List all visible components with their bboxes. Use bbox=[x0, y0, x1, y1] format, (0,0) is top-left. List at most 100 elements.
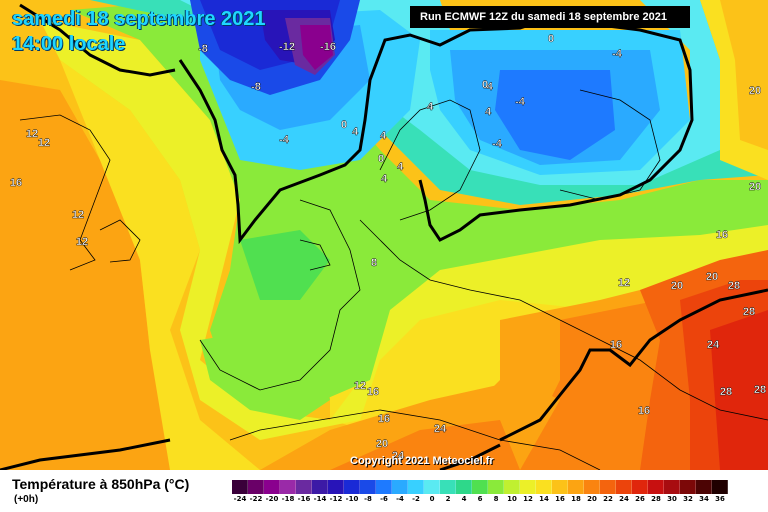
scale-label: 24 bbox=[619, 495, 629, 503]
isotherm-label: -16 bbox=[320, 41, 336, 53]
isotherm-label: 0 bbox=[548, 33, 554, 45]
scale-label: 0 bbox=[429, 495, 435, 503]
scale-swatch: 28 bbox=[648, 480, 664, 503]
temperature-fields bbox=[0, 0, 768, 470]
scale-swatch: -24 bbox=[232, 480, 248, 503]
scale-swatch: -12 bbox=[328, 480, 344, 503]
scale-label: 34 bbox=[699, 495, 709, 503]
isotherm-label: 16 bbox=[10, 177, 22, 189]
isotherm-label: 4 bbox=[381, 173, 388, 185]
scale-label: 32 bbox=[683, 495, 693, 503]
isotherm-label: 8 bbox=[371, 257, 377, 269]
isotherm-label: -4 bbox=[492, 138, 503, 150]
copyright-text: Copyright 2021 Meteociel.fr bbox=[350, 455, 494, 467]
run-info-banner: Run ECMWF 12Z du samedi 18 septembre 202… bbox=[410, 6, 690, 28]
scale-swatch: -8 bbox=[360, 480, 376, 503]
isotherm-label: 12 bbox=[72, 209, 84, 221]
scale-label: 8 bbox=[493, 495, 499, 503]
isotherm-label: 28 bbox=[754, 384, 766, 396]
scale-label: -20 bbox=[265, 495, 279, 503]
scale-label: -6 bbox=[380, 495, 388, 503]
scale-swatch: 22 bbox=[600, 480, 616, 503]
scale-swatch: 36 bbox=[712, 480, 728, 503]
isotherm-label: 20 bbox=[706, 271, 718, 283]
scale-swatch: 8 bbox=[488, 480, 504, 503]
legend-title: Température à 850hPa (°C) bbox=[12, 476, 190, 492]
scale-label: -2 bbox=[412, 495, 420, 503]
scale-label: -8 bbox=[364, 495, 372, 503]
map-time-title: 14:00 locale bbox=[12, 33, 126, 55]
scale-label: -18 bbox=[281, 495, 295, 503]
isotherm-label: 24 bbox=[434, 423, 447, 435]
isotherm-labels: -8 -12 -16-80-412121612124440440-4-440-4-4… bbox=[10, 33, 767, 462]
isotherm-label: 0 bbox=[341, 119, 347, 131]
scale-swatch: -14 bbox=[312, 480, 328, 503]
scale-label: -22 bbox=[249, 495, 263, 503]
scale-swatch: -20 bbox=[264, 480, 280, 503]
isotherm-label: 16 bbox=[610, 339, 622, 351]
isotherm-label: 12 bbox=[26, 128, 38, 140]
isotherm-label: 28 bbox=[720, 386, 732, 398]
isotherm-label: 12 bbox=[38, 137, 50, 149]
scale-swatch: -18 bbox=[280, 480, 296, 503]
scale-label: 20 bbox=[587, 495, 597, 503]
isotherm-label: 28 bbox=[728, 280, 740, 292]
isotherm-label: -8 bbox=[198, 43, 208, 55]
isotherm-label: 24 bbox=[392, 450, 405, 462]
isotherm-label: 24 bbox=[707, 339, 720, 351]
isotherm-label: 4 bbox=[397, 161, 404, 173]
scale-label: 16 bbox=[555, 495, 565, 503]
isotherm-label: 16 bbox=[367, 386, 379, 398]
isotherm-label: 4 bbox=[427, 101, 434, 113]
isotherm-zero-lines bbox=[0, 3, 768, 470]
scale-swatch: -2 bbox=[408, 480, 424, 503]
scale-swatch: 34 bbox=[696, 480, 712, 503]
isotherm-label: 20 bbox=[671, 280, 683, 292]
color-scale: -24 -22 -20 -18 -16 -14 -12 -10 -8 -6 -4 -2 0 2 4 6 8 10 1… bbox=[232, 480, 728, 503]
scale-swatch: 6 bbox=[472, 480, 488, 503]
isotherm-label: -4 bbox=[279, 134, 290, 146]
isotherm-label: 0 bbox=[378, 153, 384, 165]
scale-swatch: -4 bbox=[392, 480, 408, 503]
isotherm-label: 20 bbox=[749, 85, 761, 97]
coastlines bbox=[19, 89, 768, 470]
isotherm-label: 20 bbox=[749, 181, 761, 193]
isotherm-label: 20 bbox=[376, 438, 388, 450]
scale-label: -14 bbox=[313, 495, 327, 503]
isotherm-label: 28 bbox=[743, 306, 755, 318]
isotherm-label: -4 bbox=[612, 48, 623, 60]
isotherm-label: 12 bbox=[76, 236, 88, 248]
scale-label: 2 bbox=[445, 495, 451, 503]
scale-label: 26 bbox=[635, 495, 645, 503]
temperature-map: -8 -12 -16-80-412121612124440440-4-440-4-4… bbox=[0, 0, 768, 470]
scale-label: 12 bbox=[523, 495, 533, 503]
scale-swatch: 26 bbox=[632, 480, 648, 503]
scale-swatch: 4 bbox=[456, 480, 472, 503]
scale-label: -24 bbox=[233, 495, 247, 503]
scale-label: 36 bbox=[715, 495, 725, 503]
scale-swatch: 2 bbox=[440, 480, 456, 503]
isotherm-label: 12 bbox=[354, 380, 366, 392]
scale-swatch: 30 bbox=[664, 480, 680, 503]
scale-swatch: 12 bbox=[520, 480, 536, 503]
isotherm-label: 4 bbox=[485, 106, 492, 118]
scale-swatch: 14 bbox=[536, 480, 552, 503]
isotherm-label: 0 bbox=[482, 79, 488, 91]
scale-label: 30 bbox=[667, 495, 677, 503]
isotherm-label: 4 bbox=[352, 126, 359, 138]
isotherm-label: 16 bbox=[638, 405, 650, 417]
scale-label: 10 bbox=[507, 495, 517, 503]
legend-subtitle: (+0h) bbox=[14, 494, 39, 505]
scale-label: -12 bbox=[329, 495, 343, 503]
isotherm-label: -4 bbox=[515, 96, 526, 108]
scale-label: 4 bbox=[461, 495, 467, 503]
isotherm-label: 12 bbox=[618, 277, 630, 289]
scale-swatch: -16 bbox=[296, 480, 312, 503]
scale-label: -10 bbox=[345, 495, 359, 503]
scale-label: -4 bbox=[396, 495, 404, 503]
isotherm-label: -12 bbox=[279, 41, 295, 53]
scale-label: 14 bbox=[539, 495, 549, 503]
scale-swatch: 16 bbox=[552, 480, 568, 503]
scale-swatch: -10 bbox=[344, 480, 360, 503]
isotherm-label: 16 bbox=[378, 413, 390, 425]
